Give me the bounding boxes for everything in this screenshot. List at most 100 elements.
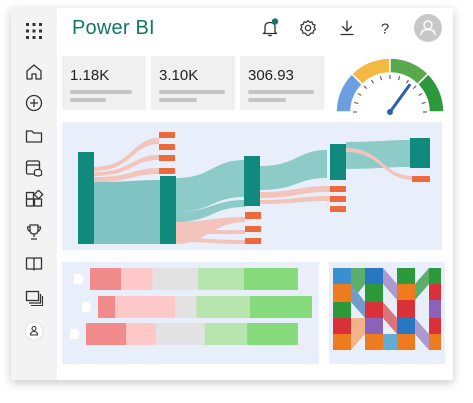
kpi-placeholder-bar <box>159 98 197 102</box>
bar-segment[interactable] <box>247 323 298 345</box>
app-title: Power BI <box>72 17 155 39</box>
row-marker <box>70 329 80 339</box>
ribbon-segment[interactable] <box>397 284 415 300</box>
learn-icon[interactable] <box>24 254 44 274</box>
sankey-node[interactable] <box>245 226 261 232</box>
goals-icon[interactable] <box>24 222 44 242</box>
kpi-card[interactable]: 3.10K <box>151 56 235 110</box>
sankey-node[interactable] <box>330 196 346 202</box>
ribbon-flow <box>415 318 429 350</box>
sankey-node[interactable] <box>159 168 175 174</box>
bar-segment[interactable] <box>249 296 312 318</box>
sankey-node[interactable] <box>245 238 261 244</box>
sankey-node[interactable] <box>160 176 176 244</box>
gauge-hub <box>387 109 393 115</box>
bar-segment[interactable] <box>90 268 122 290</box>
sankey-node[interactable] <box>159 144 175 150</box>
gauge-chart[interactable] <box>333 54 447 120</box>
ribbon-segment[interactable] <box>333 334 351 350</box>
home-icon[interactable] <box>24 62 44 82</box>
avatar[interactable] <box>414 14 442 42</box>
ribbon-columns <box>333 268 441 350</box>
download-icon[interactable] <box>337 18 357 38</box>
sankey-flow <box>176 230 245 234</box>
kpi-placeholder-bar <box>70 98 106 102</box>
ribbon-segment[interactable] <box>333 302 351 318</box>
ribbon-segment[interactable] <box>365 284 383 302</box>
bar-segment[interactable] <box>196 296 250 318</box>
bar-segment[interactable] <box>152 268 199 290</box>
bar-segment[interactable] <box>126 323 156 345</box>
ribbon-flow <box>351 284 365 318</box>
stacked-bar-chart[interactable] <box>62 262 319 364</box>
sankey-node[interactable] <box>330 206 346 212</box>
apps-icon[interactable] <box>24 190 44 210</box>
ribbon-segment[interactable] <box>429 300 441 318</box>
bar-segment[interactable] <box>204 323 248 345</box>
ribbon-segment[interactable] <box>429 318 441 334</box>
ribbon-segment[interactable] <box>397 300 415 318</box>
sankey-node[interactable] <box>159 132 175 138</box>
browse-icon[interactable] <box>24 126 44 146</box>
bar-segment[interactable] <box>121 268 153 290</box>
sankey-node[interactable] <box>410 138 430 168</box>
data-hub-icon[interactable] <box>24 158 44 178</box>
report-canvas: 1.18K 3.10K 306.93 <box>57 50 453 380</box>
gauge-tick <box>421 101 426 104</box>
ribbon-segment[interactable] <box>365 334 383 350</box>
gauge-tick <box>398 76 401 81</box>
gauge-tick <box>363 85 368 90</box>
bar-segment[interactable] <box>175 296 197 318</box>
sankey-node[interactable] <box>330 186 346 192</box>
app-launcher-icon[interactable] <box>25 22 43 40</box>
bar-segment[interactable] <box>86 323 127 345</box>
ribbon-segment[interactable] <box>365 268 383 284</box>
ribbon-segment[interactable] <box>397 334 415 350</box>
sankey-flow <box>176 200 245 222</box>
sankey-node[interactable] <box>159 155 175 161</box>
sankey-node[interactable] <box>245 212 261 219</box>
bar-segment[interactable] <box>115 296 176 318</box>
account-icon[interactable] <box>24 321 44 341</box>
sankey-flow <box>176 238 245 244</box>
ribbon-segment[interactable] <box>429 284 441 300</box>
ribbon-segment[interactable] <box>365 318 383 334</box>
sankey-flow <box>260 150 327 190</box>
kpi-card[interactable]: 1.18K <box>62 56 146 110</box>
bell-icon[interactable] <box>260 18 280 38</box>
sankey-node[interactable] <box>412 176 430 182</box>
ribbon-segment[interactable] <box>397 268 415 284</box>
sankey-node[interactable] <box>244 156 260 206</box>
ribbon-segment[interactable] <box>333 318 351 334</box>
help-icon[interactable]: ? <box>375 18 395 38</box>
ribbon-segment[interactable] <box>397 318 415 334</box>
ribbon-segment[interactable] <box>333 268 351 284</box>
ribbon-flow <box>383 302 397 334</box>
kpi-placeholder-bar <box>159 90 225 94</box>
ribbon-chart[interactable] <box>329 262 445 364</box>
workspaces-icon[interactable] <box>24 288 44 308</box>
sankey-flow <box>346 148 413 180</box>
sankey-chart[interactable] <box>62 122 442 250</box>
ribbon-segment[interactable] <box>429 268 441 284</box>
sankey-flow <box>94 180 162 244</box>
kpi-placeholder-bar <box>248 90 314 94</box>
ribbon-segment[interactable] <box>365 302 383 318</box>
sankey-flow <box>94 138 159 171</box>
bar-segment[interactable] <box>198 268 244 290</box>
gear-icon[interactable] <box>298 18 318 38</box>
gauge-tick <box>406 79 409 84</box>
bar-segment[interactable] <box>243 268 298 290</box>
bar-segment[interactable] <box>155 323 205 345</box>
bar-segment[interactable] <box>98 296 116 318</box>
kpi-card[interactable]: 306.93 <box>240 56 324 110</box>
stacked-bar-svg <box>70 268 312 345</box>
sankey-node[interactable] <box>78 152 94 244</box>
create-icon[interactable] <box>24 93 44 113</box>
ribbon-segment[interactable] <box>333 284 351 302</box>
ribbon-segment[interactable] <box>429 334 441 350</box>
gauge-tick <box>371 79 374 84</box>
app-window: Power BI ? 1.18K <box>11 8 453 380</box>
sankey-node[interactable] <box>330 144 346 180</box>
gauge-segment <box>350 57 391 86</box>
